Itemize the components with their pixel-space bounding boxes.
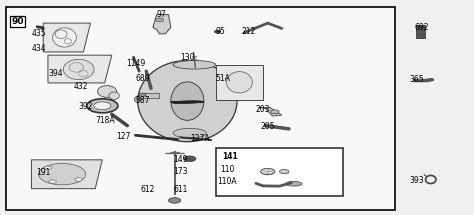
Text: 612: 612 <box>140 185 155 194</box>
Text: 212: 212 <box>242 27 256 36</box>
Circle shape <box>183 156 196 161</box>
Text: 97: 97 <box>156 10 166 19</box>
Circle shape <box>75 178 82 181</box>
Polygon shape <box>43 23 91 52</box>
Text: 191: 191 <box>36 168 51 177</box>
Text: 718A: 718A <box>95 116 115 125</box>
Circle shape <box>214 30 221 33</box>
Ellipse shape <box>98 86 117 97</box>
Text: 1149: 1149 <box>126 59 145 68</box>
Circle shape <box>140 97 149 101</box>
Ellipse shape <box>271 110 279 114</box>
Ellipse shape <box>53 28 76 47</box>
Text: 393: 393 <box>410 176 424 185</box>
Ellipse shape <box>172 101 203 104</box>
Bar <box>416 25 425 38</box>
Text: 392: 392 <box>79 102 93 111</box>
Ellipse shape <box>285 181 302 186</box>
Text: 394: 394 <box>48 69 63 78</box>
Text: 110A: 110A <box>217 177 237 186</box>
Text: 365: 365 <box>410 75 424 84</box>
Text: 434: 434 <box>31 44 46 53</box>
Circle shape <box>94 102 111 110</box>
Text: 692: 692 <box>414 23 428 32</box>
Ellipse shape <box>267 171 273 174</box>
Text: 141: 141 <box>222 152 237 161</box>
Text: 127A: 127A <box>190 134 210 143</box>
Text: 173: 173 <box>173 167 188 176</box>
Circle shape <box>44 166 52 169</box>
Ellipse shape <box>139 93 146 96</box>
Ellipse shape <box>261 168 275 175</box>
Polygon shape <box>258 108 282 116</box>
Text: 435: 435 <box>31 29 46 38</box>
Text: 611: 611 <box>173 185 188 194</box>
Text: 130: 130 <box>180 53 195 62</box>
Text: 95: 95 <box>216 27 226 36</box>
Bar <box>216 148 343 196</box>
Polygon shape <box>48 55 112 83</box>
Ellipse shape <box>428 78 434 81</box>
Polygon shape <box>153 15 171 34</box>
Text: 203: 203 <box>256 105 270 114</box>
Text: 149: 149 <box>173 155 188 164</box>
Polygon shape <box>31 160 102 189</box>
Ellipse shape <box>109 92 119 100</box>
Text: 90: 90 <box>11 17 24 26</box>
Ellipse shape <box>171 82 204 120</box>
Bar <box>6 7 395 210</box>
Circle shape <box>135 95 155 104</box>
Text: 127: 127 <box>117 132 131 141</box>
Ellipse shape <box>280 169 289 174</box>
Text: 205: 205 <box>261 122 275 131</box>
Ellipse shape <box>173 60 216 69</box>
Text: 987: 987 <box>136 95 150 104</box>
Text: 432: 432 <box>74 82 89 91</box>
Circle shape <box>87 99 118 113</box>
Polygon shape <box>216 65 263 100</box>
Text: 689: 689 <box>136 74 150 83</box>
Ellipse shape <box>138 60 237 142</box>
Polygon shape <box>138 92 159 98</box>
Ellipse shape <box>64 59 94 80</box>
Ellipse shape <box>173 128 206 138</box>
Circle shape <box>168 198 181 203</box>
Text: 110: 110 <box>220 165 235 174</box>
Circle shape <box>49 180 56 183</box>
Ellipse shape <box>227 72 252 93</box>
Text: 51A: 51A <box>216 74 231 83</box>
Circle shape <box>155 18 164 22</box>
Circle shape <box>38 163 86 185</box>
